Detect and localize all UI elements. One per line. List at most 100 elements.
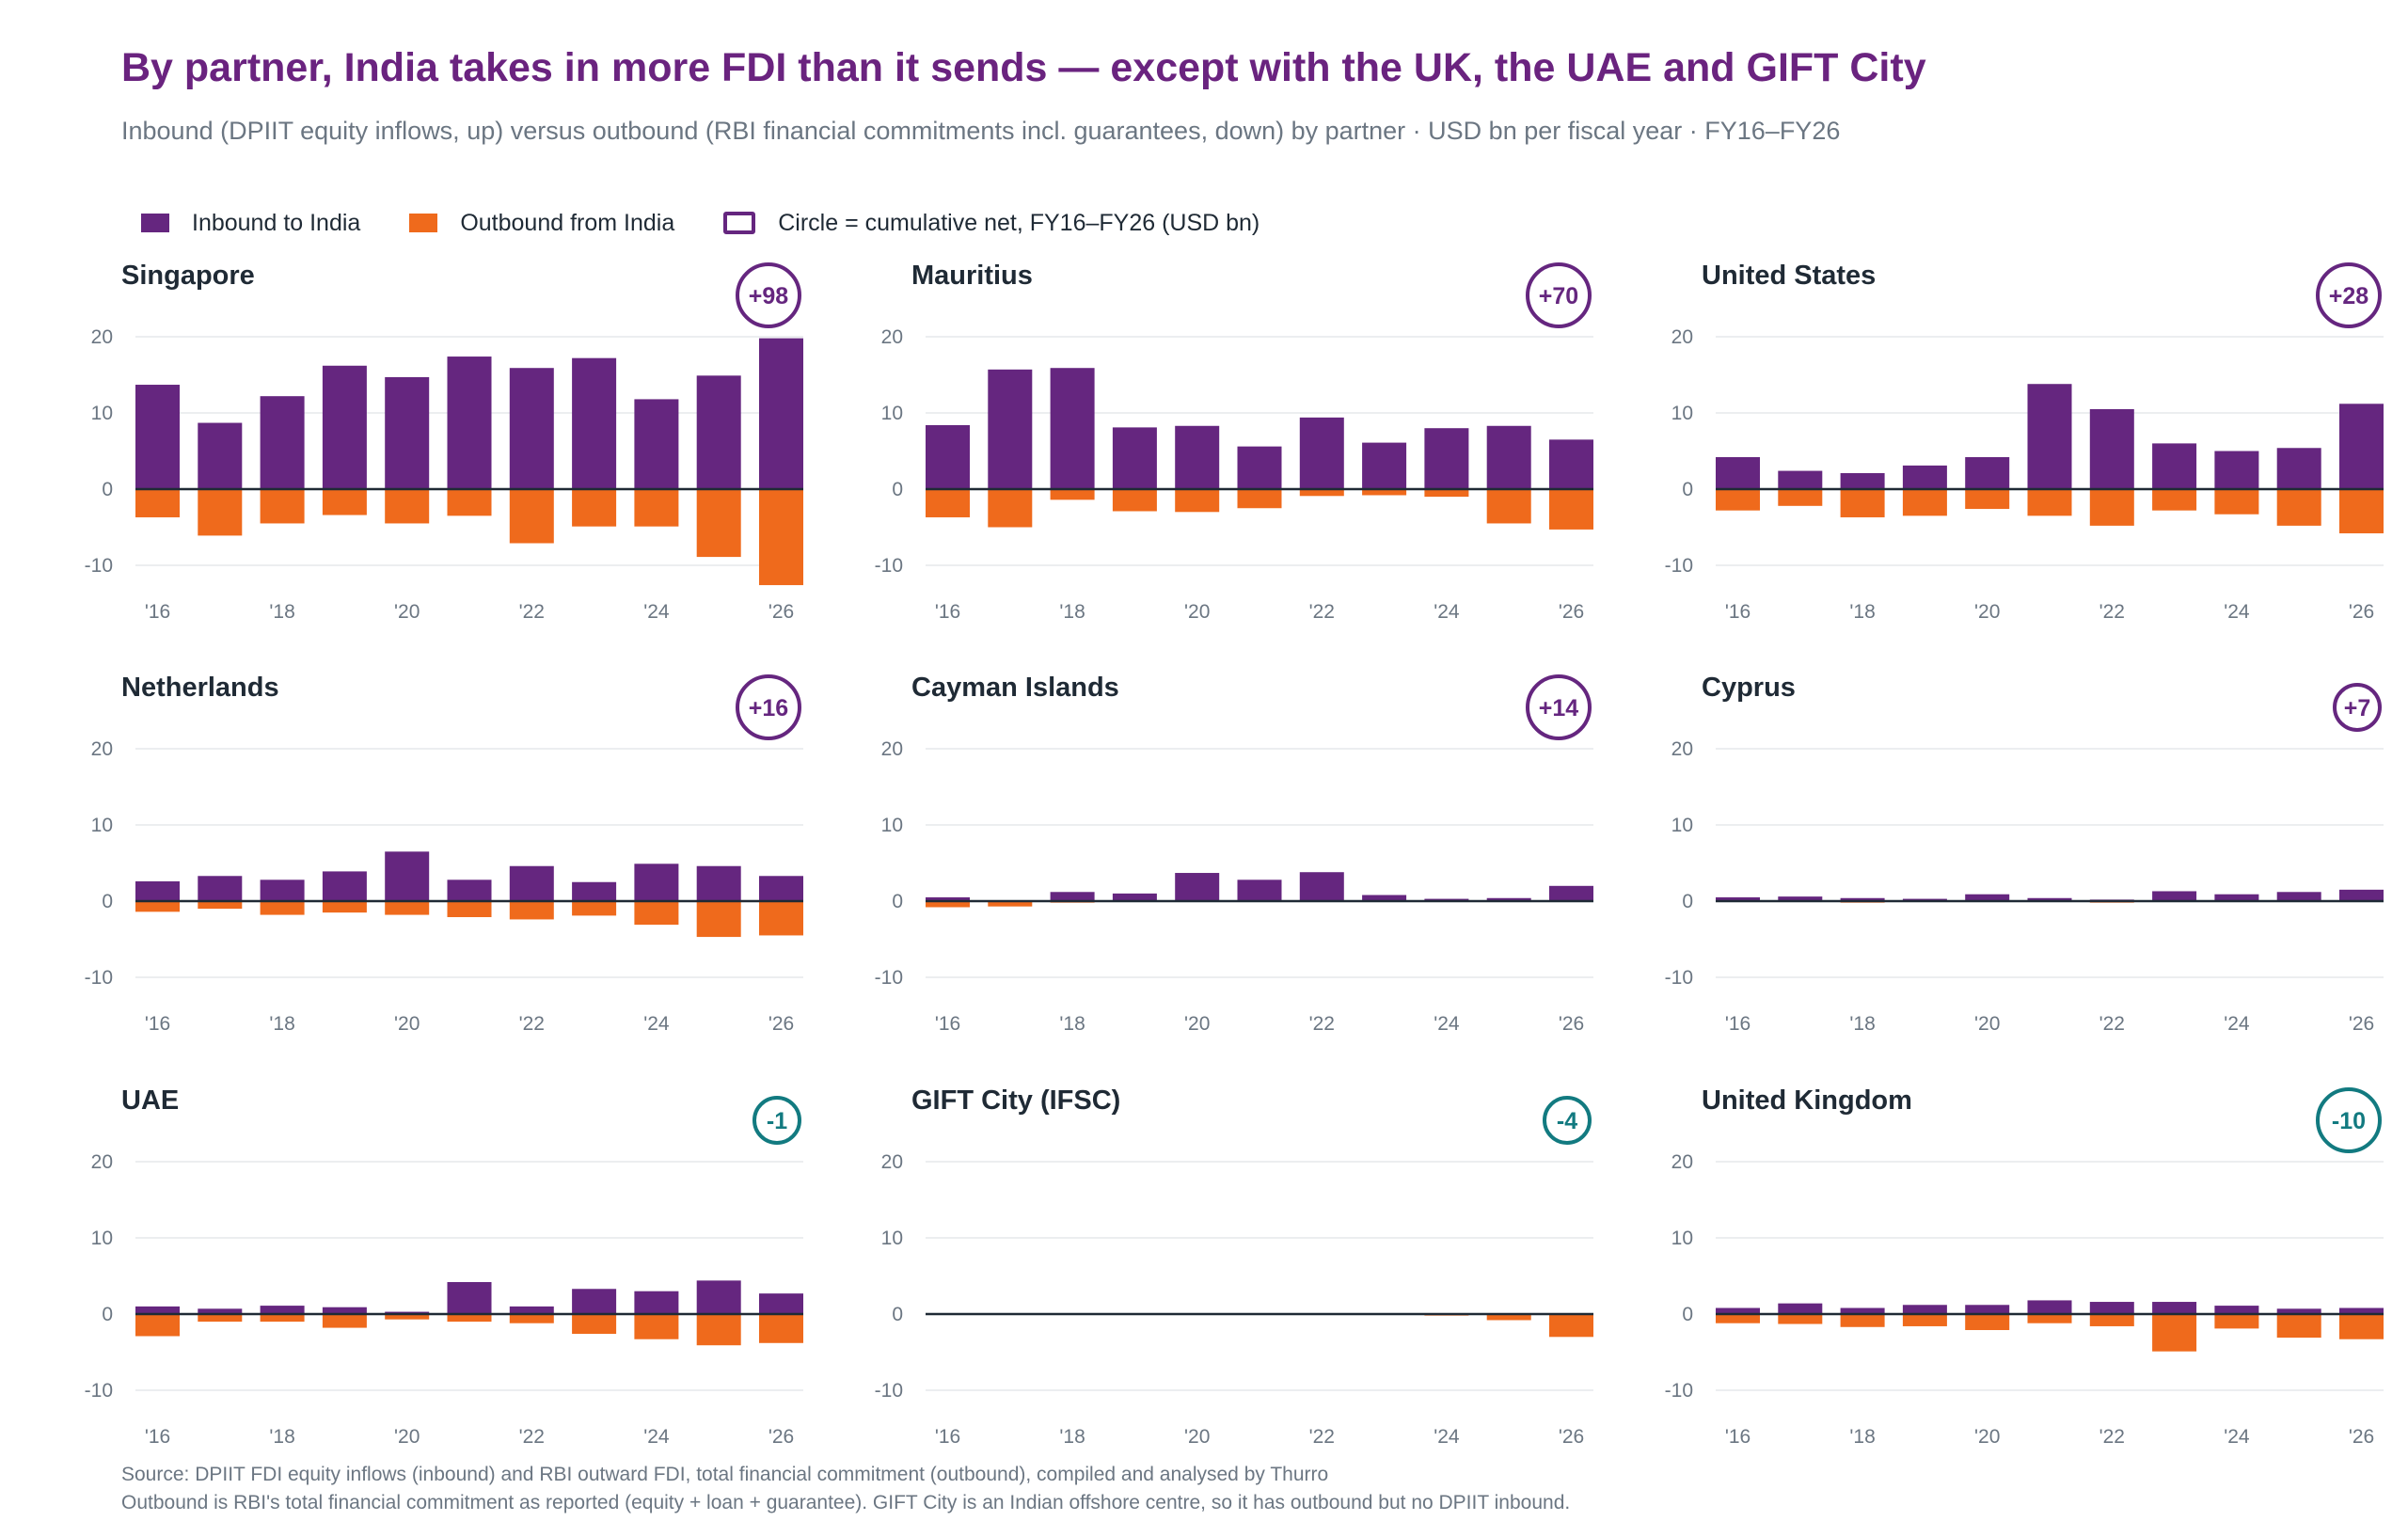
inbound-bar (198, 1308, 243, 1314)
inbound-bar (2152, 891, 2197, 901)
x-tick-label: '18 (1849, 1013, 1875, 1035)
y-tick-label: 10 (91, 815, 113, 836)
inbound-bar (2089, 1302, 2134, 1314)
outbound-bar (2152, 489, 2197, 511)
outbound-bar (2214, 1314, 2259, 1329)
inbound-bar (260, 879, 305, 901)
inbound-bar (447, 879, 492, 901)
inbound-bar (135, 880, 180, 901)
inbound-bar (1549, 885, 1593, 901)
inbound-bar (509, 368, 554, 489)
inbound-bar (634, 1291, 679, 1314)
outbound-bar (759, 489, 803, 586)
outbound-bar (1050, 489, 1095, 500)
outbound-bar (2027, 1314, 2072, 1323)
outbound-bar (1299, 489, 1344, 497)
outbound-bar (2089, 1314, 2134, 1326)
x-tick-label: '18 (1849, 601, 1875, 623)
inbound-bar (1112, 427, 1157, 489)
inbound-bar (696, 1280, 741, 1314)
y-tick-label: -10 (1665, 967, 1693, 989)
inbound-bar (1840, 897, 1885, 901)
y-tick-label: 20 (881, 738, 903, 760)
outbound-bar (2152, 1314, 2197, 1352)
inbound-bar (1299, 872, 1344, 901)
outbound-bar (1902, 489, 1947, 516)
x-tick-label: '20 (1184, 1426, 1210, 1448)
inbound-bar (2152, 1302, 2197, 1314)
inbound-bar (1840, 472, 1885, 489)
x-tick-label: '18 (1059, 601, 1085, 623)
inbound-bar (322, 365, 367, 489)
x-tick-label: '22 (519, 1013, 545, 1035)
x-tick-label: '22 (2099, 1013, 2125, 1035)
inbound-bar (2339, 404, 2384, 489)
inbound-bar (198, 876, 243, 901)
outbound-bar (385, 489, 430, 524)
y-tick-label: -10 (875, 555, 903, 577)
y-tick-label: 0 (892, 891, 903, 912)
net-label-cyprus: +7 (2344, 695, 2371, 721)
inbound-bar (2276, 448, 2321, 489)
inbound-bar (2339, 1307, 2384, 1314)
inbound-bar (385, 376, 430, 489)
outbound-bar (135, 489, 180, 517)
inbound-bar (759, 338, 803, 489)
inbound-bar (634, 399, 679, 489)
y-tick-label: -10 (1665, 555, 1693, 577)
chart-subtitle: Inbound (DPIIT equity inflows, up) versu… (121, 117, 1841, 145)
outbound-bar (1716, 489, 1760, 511)
outbound-bar (1965, 489, 2010, 510)
outbound-bar (2276, 489, 2321, 526)
inbound-bar (1175, 873, 1220, 901)
outbound-bar (1778, 489, 1823, 506)
outbound-bar (198, 489, 243, 536)
legend: Inbound to India Outbound from India Cir… (141, 206, 1308, 240)
panel-title-gift-city-ifsc: GIFT City (IFSC) (911, 1085, 1120, 1116)
footer-source: Source: DPIIT FDI equity inflows (inboun… (121, 1464, 1329, 1485)
outbound-bar (1840, 1314, 1885, 1327)
outbound-bar (509, 1314, 554, 1323)
inbound-bar (385, 851, 430, 901)
x-tick-label: '22 (2099, 601, 2125, 623)
legend-item-inbound: Inbound to India (141, 210, 360, 237)
y-tick-label: -10 (875, 1380, 903, 1402)
y-tick-label: 20 (1671, 738, 1693, 760)
legend-swatch-outbound (409, 214, 438, 232)
net-label-united-kingdom: -10 (2332, 1108, 2366, 1134)
outbound-bar (198, 1314, 243, 1323)
net-circle (2333, 683, 2382, 732)
net-circle (1526, 674, 1592, 740)
outbound-bar (1175, 489, 1220, 513)
inbound-bar (2339, 889, 2384, 901)
inbound-bar (1112, 893, 1157, 901)
inbound-bar (634, 863, 679, 901)
y-tick-label: 0 (1682, 1304, 1693, 1325)
net-label-mauritius: +70 (1539, 283, 1578, 309)
legend-label-net: Circle = cumulative net, FY16–FY26 (USD … (778, 209, 1260, 236)
inbound-bar (759, 1293, 803, 1314)
inbound-bar (2089, 408, 2134, 489)
outbound-bar (1840, 489, 1885, 517)
inbound-bar (260, 396, 305, 489)
outbound-bar (447, 1314, 492, 1323)
y-tick-label: 0 (102, 1304, 113, 1325)
inbound-bar (696, 375, 741, 489)
outbound-bar (926, 489, 970, 517)
outbound-bar (135, 901, 180, 912)
inbound-bar (447, 1281, 492, 1314)
outbound-bar (926, 901, 970, 908)
x-tick-label: '26 (1559, 1426, 1584, 1448)
outbound-bar (2339, 489, 2384, 533)
outbound-bar (385, 1314, 430, 1320)
outbound-bar (1549, 489, 1593, 530)
outbound-bar (988, 489, 1033, 528)
outbound-bar (135, 1314, 180, 1337)
outbound-bar (260, 1314, 305, 1323)
inbound-bar (696, 865, 741, 901)
inbound-bar (572, 1289, 617, 1314)
x-tick-label: '24 (1434, 1426, 1460, 1448)
y-tick-label: 20 (1671, 326, 1693, 348)
net-circle (2316, 1087, 2382, 1153)
y-tick-label: 10 (1671, 1228, 1693, 1249)
